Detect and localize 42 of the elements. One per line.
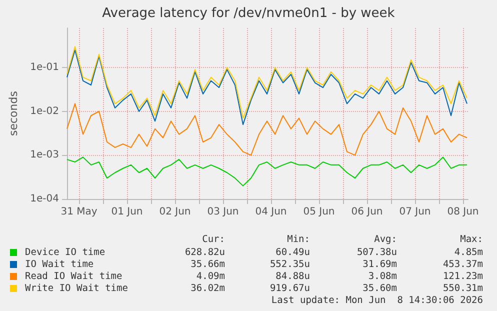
x-tick-label: 01 Jun	[111, 206, 143, 218]
text: 3.08m	[368, 271, 397, 282]
text: 4.85m	[454, 247, 483, 258]
text: 121.23m	[442, 271, 483, 282]
text: 550.31m	[442, 283, 483, 294]
text: 36.02m	[190, 283, 225, 294]
x-tick-label: 31 May	[60, 206, 98, 218]
text: Max:	[460, 234, 483, 245]
text: Avg:	[374, 234, 397, 245]
x-tick-label: 02 Jun	[159, 206, 191, 218]
legend-label: IO Wait time	[25, 259, 94, 270]
x-tick-label: 08 Jun	[447, 206, 479, 218]
line-series	[66, 103, 468, 156]
text: 628.82u	[184, 247, 225, 258]
text: Cur:	[202, 234, 225, 245]
line-series	[66, 156, 468, 186]
y-tick-label: 1e-01	[30, 62, 59, 74]
text: 60.49u	[276, 247, 310, 258]
x-tick-label: 07 Jun	[399, 206, 431, 218]
x-tick-label: 03 Jun	[207, 206, 239, 218]
text: 919.67u	[270, 283, 310, 294]
text: 31.69m	[362, 259, 397, 270]
x-tick-label: 06 Jun	[351, 206, 383, 218]
legend-label: Read IO Wait time	[25, 271, 122, 282]
chart-title: Average latency for /dev/nvme0n1 - by week	[102, 6, 396, 21]
text: Last update: Mon Jun 8 14:30:06 2026	[271, 295, 483, 306]
text: 35.60m	[362, 283, 397, 294]
text: 453.37m	[442, 259, 483, 270]
text: 552.35u	[270, 259, 310, 270]
y-tick-label: 1e-03	[30, 150, 59, 161]
x-tick-label: 05 Jun	[303, 206, 335, 218]
text: 35.66m	[190, 259, 225, 270]
legend-label: Write IO Wait time	[25, 283, 128, 294]
text: 507.38u	[356, 247, 397, 258]
x-tick-label: 04 Jun	[255, 206, 287, 218]
text: 4.09m	[196, 271, 225, 282]
y-tick-label: 1e-02	[30, 106, 59, 117]
text: Min:	[287, 234, 310, 245]
y-axis-title: seconds	[7, 90, 20, 136]
legend-label: Device IO time	[25, 247, 106, 258]
y-tick-label: 1e-04	[30, 194, 59, 204]
text: 84.88u	[276, 271, 310, 282]
